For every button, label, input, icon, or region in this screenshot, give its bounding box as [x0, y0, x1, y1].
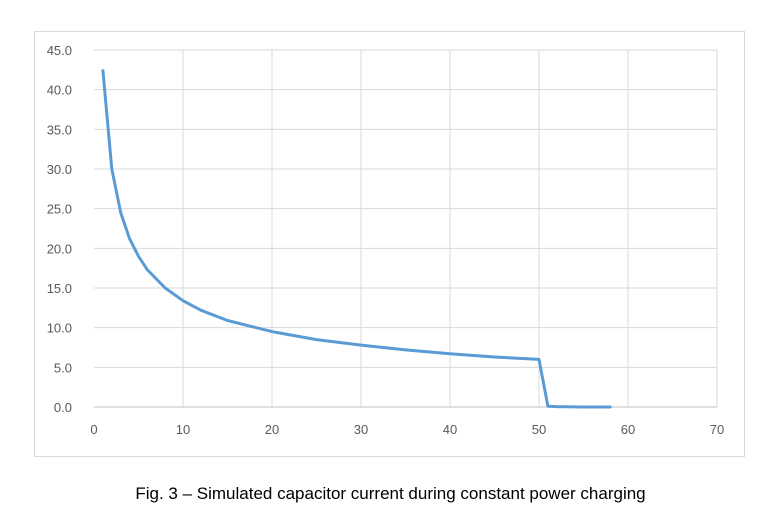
x-tick-label: 70	[710, 422, 724, 437]
y-tick-label: 35.0	[47, 122, 72, 137]
y-tick-label: 15.0	[47, 281, 72, 296]
x-tick-label: 30	[354, 422, 368, 437]
x-tick-label: 20	[265, 422, 279, 437]
x-tick-label: 60	[621, 422, 635, 437]
y-tick-label: 30.0	[47, 162, 72, 177]
y-tick-label: 20.0	[47, 241, 72, 256]
y-tick-label: 10.0	[47, 321, 72, 336]
y-tick-label: 40.0	[47, 83, 72, 98]
figure-caption: Fig. 3 – Simulated capacitor current dur…	[135, 484, 646, 503]
chart-frame	[34, 31, 745, 457]
y-tick-label: 25.0	[47, 202, 72, 217]
series-line-0	[101, 69, 612, 409]
x-tick-label: 50	[532, 422, 546, 437]
x-tick-label: 10	[176, 422, 190, 437]
y-tick-label: 0.0	[54, 400, 72, 415]
y-tick-label: 5.0	[54, 360, 72, 375]
x-tick-label: 0	[90, 422, 97, 437]
x-tick-label: 40	[443, 422, 457, 437]
y-tick-label: 45.0	[47, 43, 72, 58]
